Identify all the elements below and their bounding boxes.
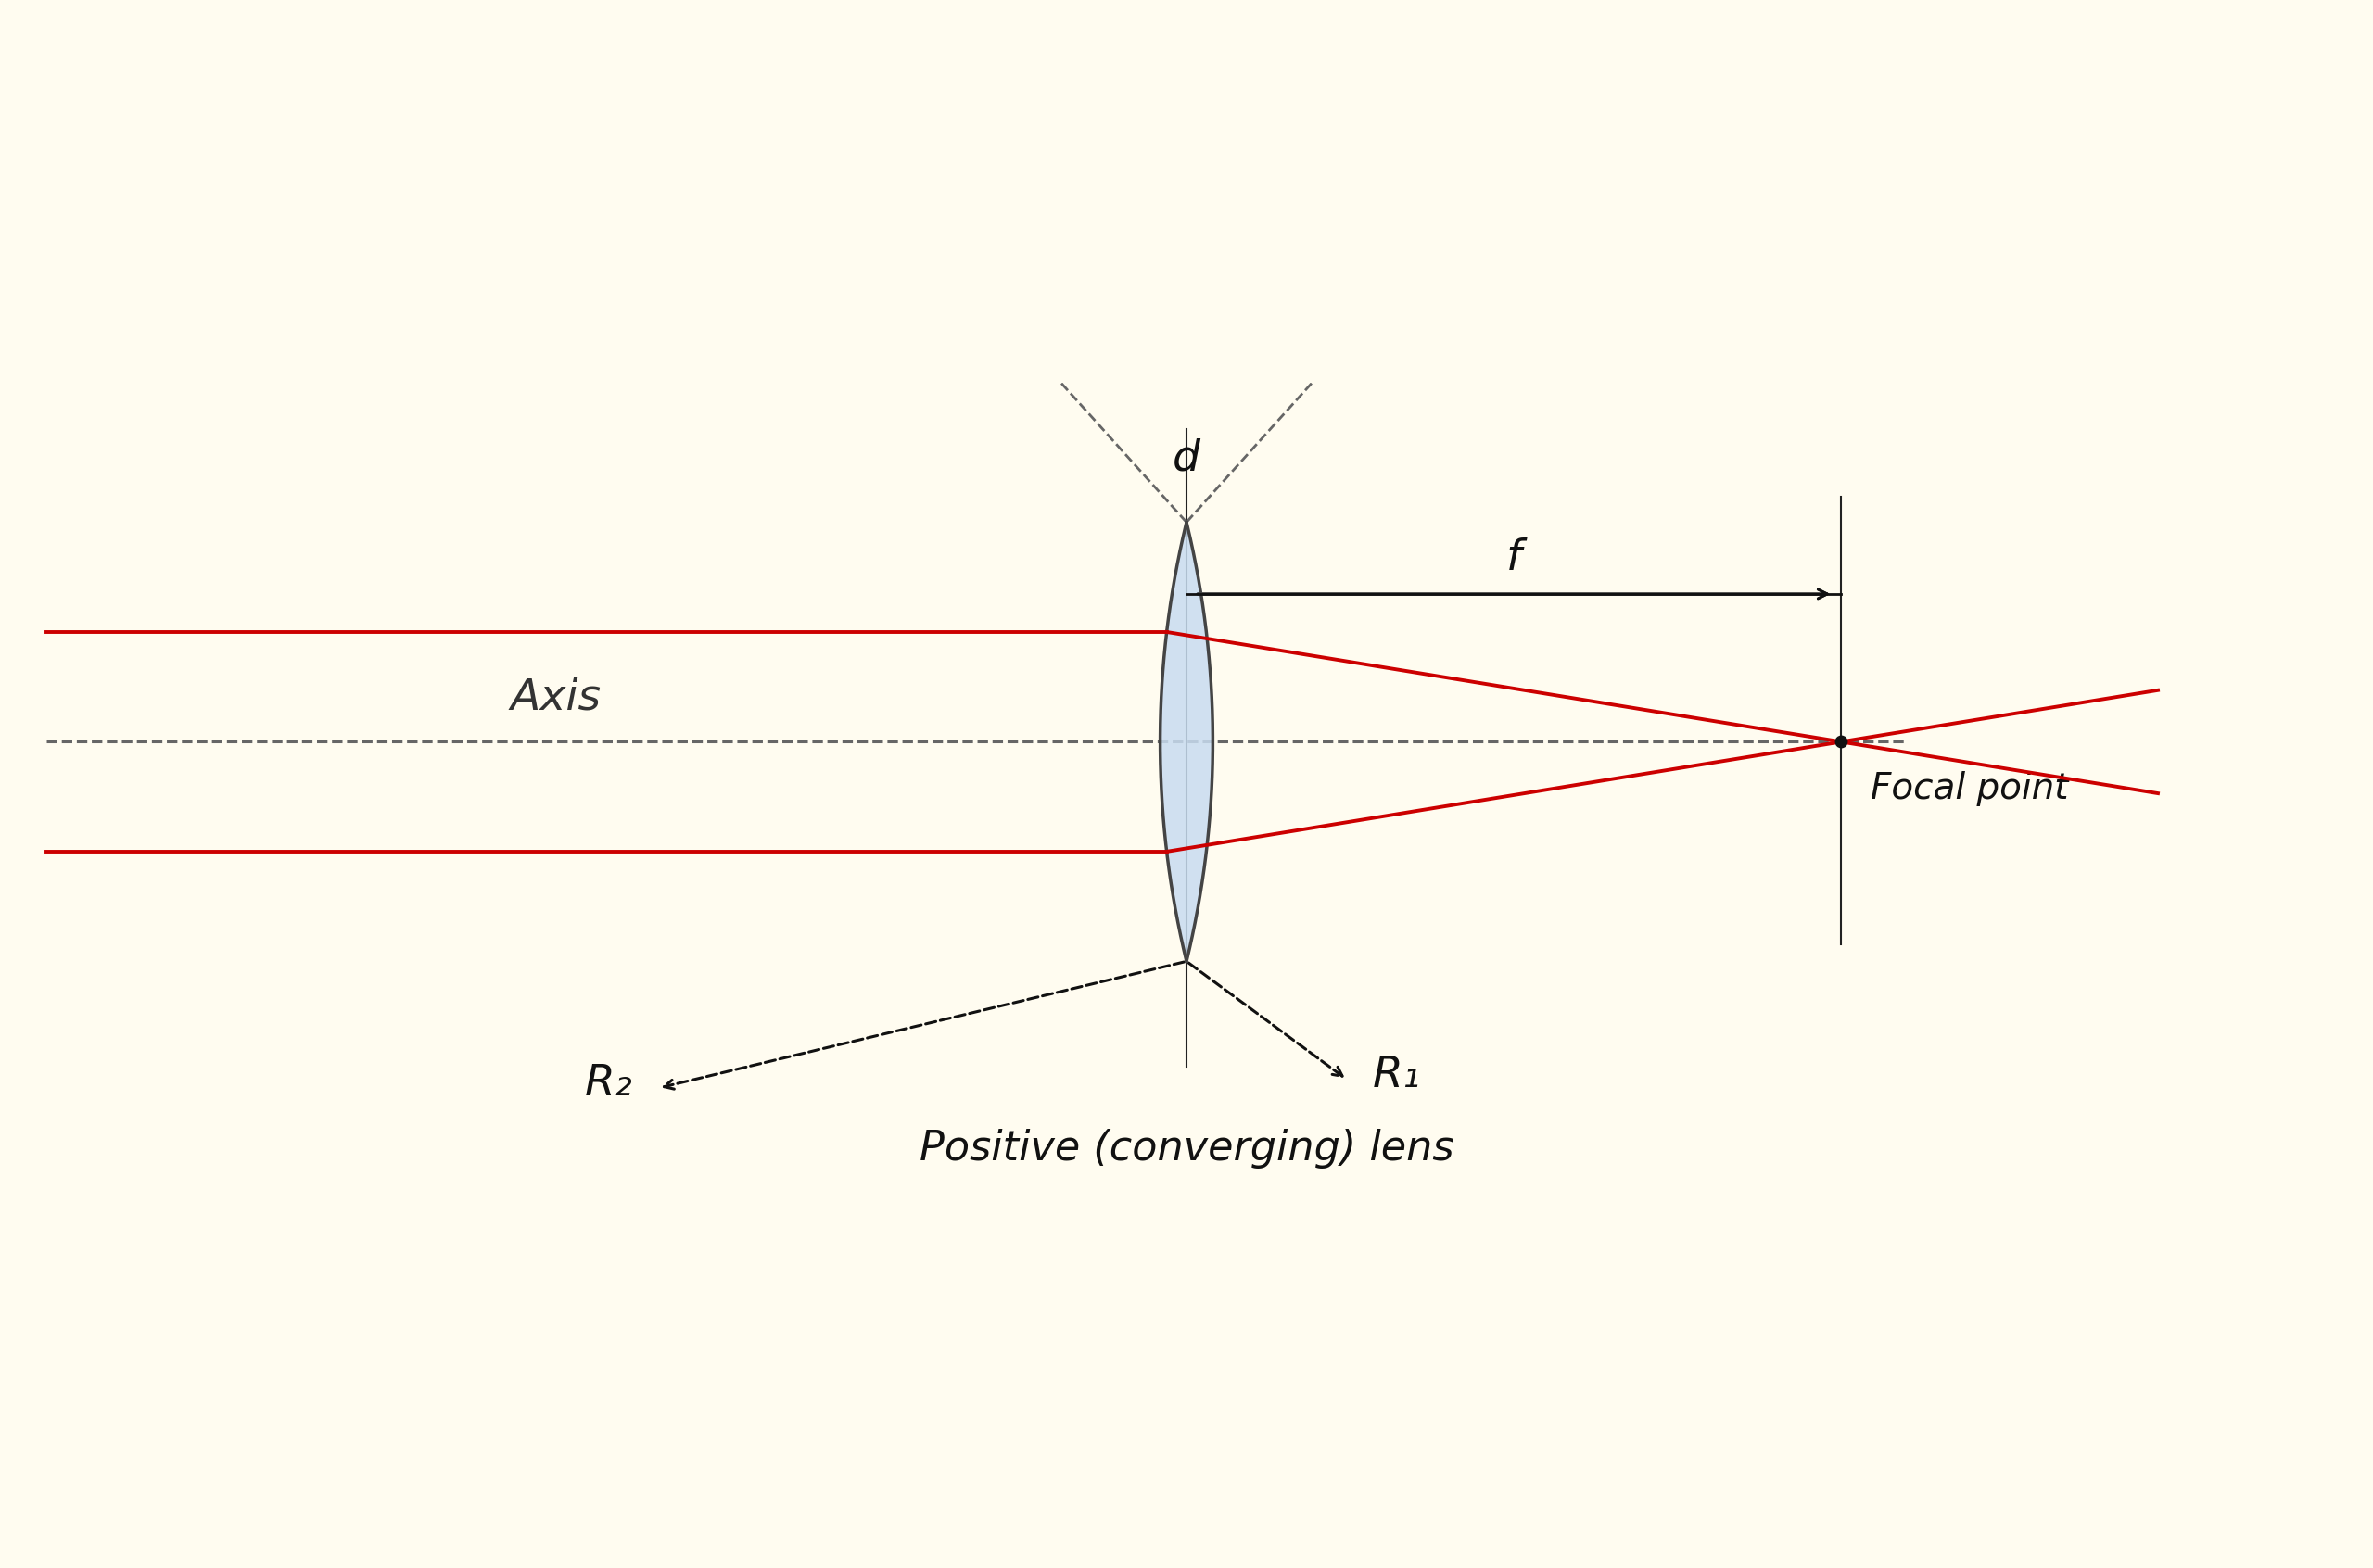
Text: f: f bbox=[1507, 538, 1521, 579]
Text: Positive (converging) lens: Positive (converging) lens bbox=[918, 1129, 1455, 1168]
Text: d: d bbox=[1172, 439, 1201, 480]
Text: Axis: Axis bbox=[510, 677, 603, 718]
Text: Focal point: Focal point bbox=[1870, 771, 2069, 806]
Text: R₂: R₂ bbox=[586, 1063, 634, 1104]
Polygon shape bbox=[1160, 522, 1213, 961]
Text: R₁: R₁ bbox=[1372, 1054, 1421, 1096]
